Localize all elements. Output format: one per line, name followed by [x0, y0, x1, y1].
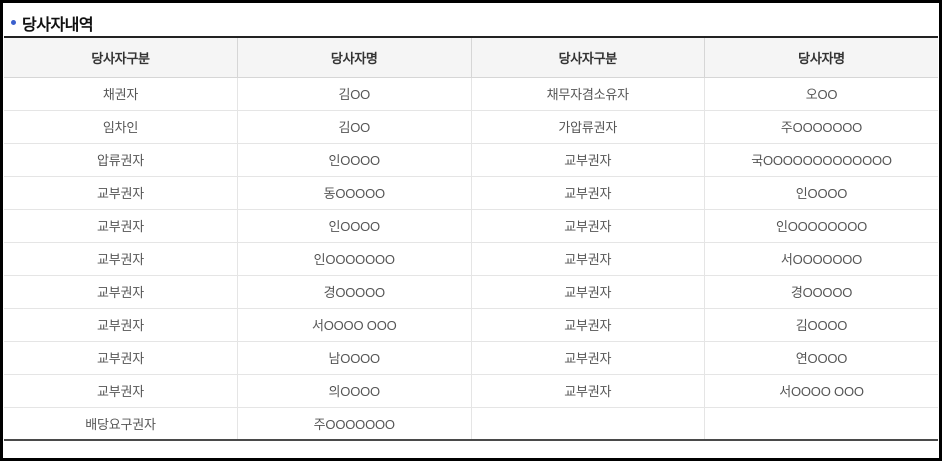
- table-row: 채권자 김OO 채무자겸소유자 오OO: [4, 77, 938, 111]
- party-name-cell: 경OOOOO: [704, 275, 938, 309]
- party-name-cell: 인OOOOOOOO: [704, 209, 938, 243]
- table-row: 교부권자 인OOOOOOO 교부권자 서OOOOOOO: [4, 242, 938, 276]
- party-name-cell: 인OOOO: [237, 143, 471, 177]
- party-type-cell: 교부권자: [4, 341, 238, 375]
- party-type-cell: 교부권자: [470, 374, 705, 408]
- party-name-cell: 김OO: [237, 77, 471, 111]
- table-row: 교부권자 남OOOO 교부권자 연OOOO: [4, 341, 938, 375]
- party-type-cell: 채권자: [4, 77, 238, 111]
- party-name-cell: 주OOOOOOO: [704, 110, 938, 144]
- party-type-cell: 교부권자: [470, 242, 705, 276]
- party-name-cell: 연OOOO: [704, 341, 938, 375]
- party-name-cell: 서OOOO OOO: [237, 308, 471, 342]
- party-name-cell: 경OOOOO: [237, 275, 471, 309]
- table-row: 교부권자 동OOOOO 교부권자 인OOOO: [4, 176, 938, 210]
- party-name-cell: 서OOOOOOO: [704, 242, 938, 276]
- party-type-cell: 가압류권자: [470, 110, 705, 144]
- party-type-cell: 임차인: [4, 110, 238, 144]
- party-type-cell: 교부권자: [470, 176, 705, 210]
- party-type-cell: 교부권자: [4, 275, 238, 309]
- party-name-cell: 인OOOOOOO: [237, 242, 471, 276]
- party-table-body: 채권자 김OO 채무자겸소유자 오OO 임차인 김OO 가압류권자 주OOOOOOO 압류권자 인…: [4, 77, 938, 441]
- party-name-cell: 인OOOO: [704, 176, 938, 210]
- party-table-head: 당사자구분 당사자명 당사자구분 당사자명: [4, 37, 938, 78]
- party-type-cell: 교부권자: [4, 242, 238, 276]
- header-party-name-left: 당사자명: [237, 37, 471, 78]
- table-row: 교부권자 인OOOO 교부권자 인OOOOOOOO: [4, 209, 938, 243]
- party-name-cell: 국OOOOOOOOOOOOO: [704, 143, 938, 177]
- header-party-type-right: 당사자구분: [470, 37, 705, 78]
- table-row: 교부권자 서OOOO OOO 교부권자 김OOOO: [4, 308, 938, 342]
- party-name-cell: 주OOOOOOO: [237, 407, 471, 441]
- header-party-type-left: 당사자구분: [4, 37, 238, 78]
- party-name-cell: 오OO: [704, 77, 938, 111]
- party-type-cell: 교부권자: [470, 143, 705, 177]
- table-row: 압류권자 인OOOO 교부권자 국OOOOOOOOOOOOO: [4, 143, 938, 177]
- party-type-cell: 채무자겸소유자: [470, 77, 705, 111]
- party-type-cell: 교부권자: [4, 176, 238, 210]
- table-row: 임차인 김OO 가압류권자 주OOOOOOO: [4, 110, 938, 144]
- table-row: 교부권자 의OOOO 교부권자 서OOOO OOO: [4, 374, 938, 408]
- party-name-cell: [704, 407, 938, 441]
- party-type-cell: 교부권자: [4, 374, 238, 408]
- table-row: 교부권자 경OOOOO 교부권자 경OOOOO: [4, 275, 938, 309]
- party-type-cell: 교부권자: [4, 209, 238, 243]
- party-table: 당사자구분 당사자명 당사자구분 당사자명 채권자 김OO 채무자겸소유자 오OO 임차…: [4, 36, 938, 441]
- party-type-cell: 교부권자: [470, 275, 705, 309]
- party-type-cell: 교부권자: [470, 308, 705, 342]
- party-type-cell: 교부권자: [470, 209, 705, 243]
- party-name-cell: 서OOOO OOO: [704, 374, 938, 408]
- title-bullet-icon: [11, 20, 16, 25]
- party-type-cell: [470, 407, 705, 441]
- party-type-cell: 교부권자: [4, 308, 238, 342]
- party-type-cell: 압류권자: [4, 143, 238, 177]
- page-title: 당사자내역: [22, 16, 94, 34]
- party-name-cell: 김OO: [237, 110, 471, 144]
- section-title-bar: 당사자내역: [3, 3, 939, 34]
- party-name-cell: 동OOOOO: [237, 176, 471, 210]
- party-name-cell: 의OOOO: [237, 374, 471, 408]
- party-name-cell: 남OOOO: [237, 341, 471, 375]
- table-row: 배당요구권자 주OOOOOOO: [4, 407, 938, 441]
- party-name-cell: 김OOOO: [704, 308, 938, 342]
- party-name-cell: 인OOOO: [237, 209, 471, 243]
- party-type-cell: 배당요구권자: [4, 407, 238, 441]
- header-party-name-right: 당사자명: [704, 37, 938, 78]
- header-row: 당사자구분 당사자명 당사자구분 당사자명: [4, 37, 938, 78]
- party-type-cell: 교부권자: [470, 341, 705, 375]
